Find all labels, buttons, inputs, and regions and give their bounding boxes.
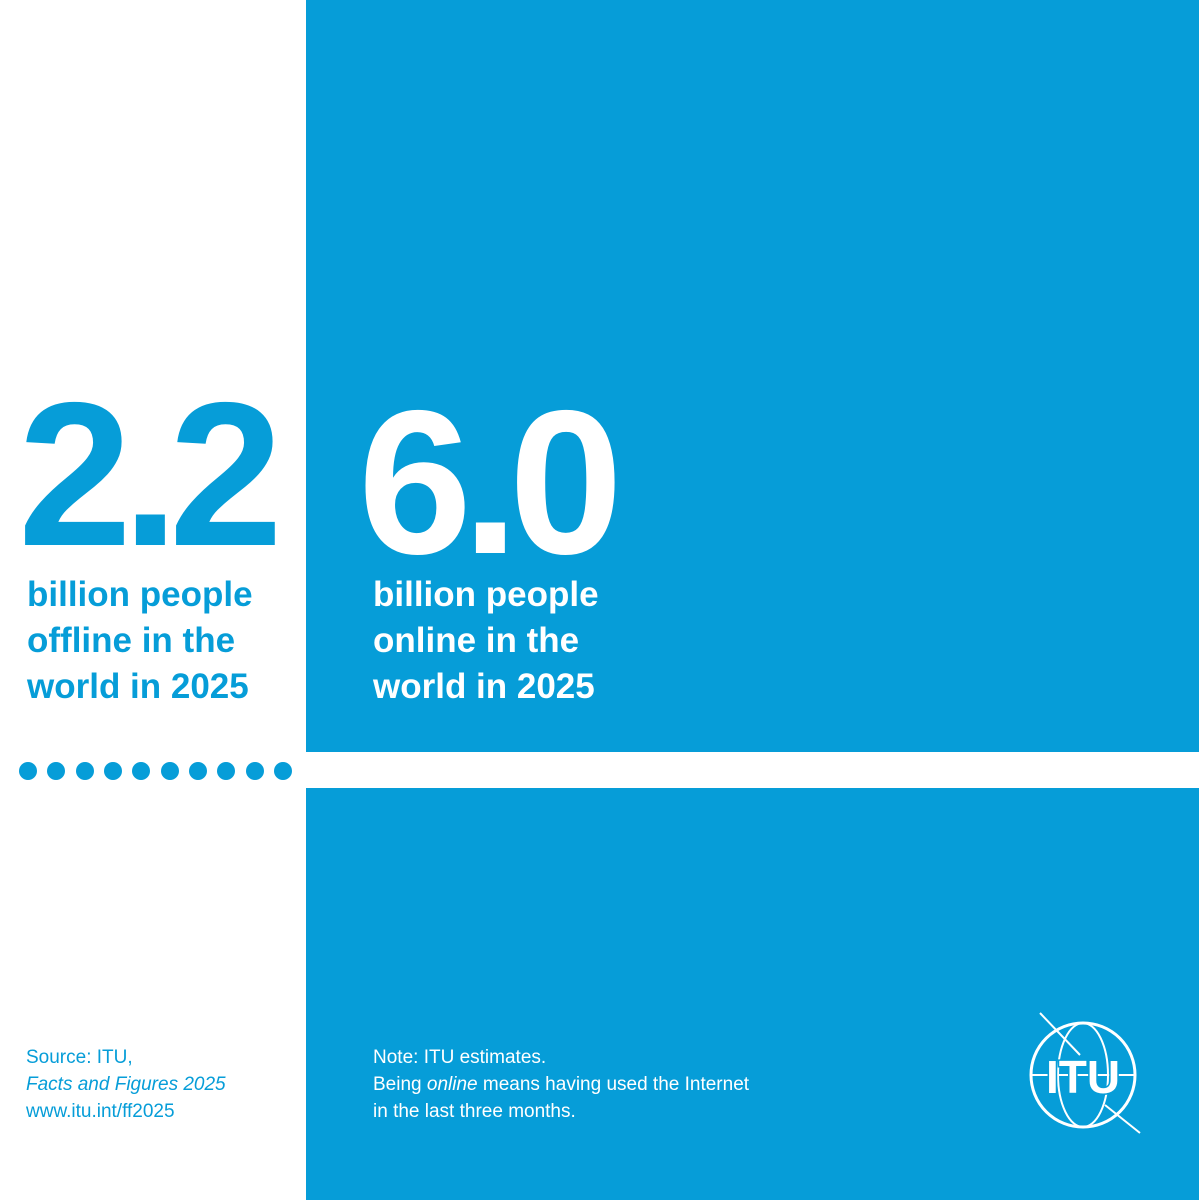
panel-bottom <box>306 788 1199 1200</box>
dot <box>76 762 94 780</box>
note-emphasis: online <box>426 1074 478 1095</box>
note-line: Being online means having used the Inter… <box>373 1071 749 1098</box>
note: Note: ITU estimates. Being online means … <box>373 1044 749 1125</box>
panel-top <box>306 0 1199 752</box>
online-label: billion people online in the world in 20… <box>373 572 599 710</box>
label-line: online in the <box>373 621 580 660</box>
dot <box>132 762 150 780</box>
label-line: world in 2025 <box>373 667 595 706</box>
offline-label: billion people offline in the world in 2… <box>27 572 253 710</box>
dot <box>19 762 37 780</box>
source-title: Facts and Figures 2025 <box>26 1074 226 1095</box>
source-url: www.itu.int/ff2025 <box>26 1101 175 1122</box>
label-line: billion people <box>373 575 599 614</box>
source: Source: ITU, Facts and Figures 2025 www.… <box>26 1044 226 1125</box>
dot <box>274 762 292 780</box>
offline-figure: 2.2 <box>18 360 283 589</box>
label-line: offline in the <box>27 621 236 660</box>
online-figure: 6.0 <box>358 368 623 597</box>
dot <box>161 762 179 780</box>
dot <box>217 762 235 780</box>
dot <box>246 762 264 780</box>
note-text: Being <box>373 1074 427 1095</box>
note-text: means having used the Internet <box>477 1074 750 1095</box>
label-line: world in 2025 <box>27 667 249 706</box>
itu-logo: ITU <box>1029 1012 1141 1134</box>
note-line: in the last three months. <box>373 1101 576 1122</box>
note-line: Note: ITU estimates. <box>373 1047 547 1068</box>
dot <box>104 762 122 780</box>
dot <box>47 762 65 780</box>
logo-text: ITU <box>1046 1051 1120 1103</box>
source-line: Source: ITU, <box>26 1047 133 1068</box>
label-line: billion people <box>27 575 253 614</box>
dot <box>189 762 207 780</box>
